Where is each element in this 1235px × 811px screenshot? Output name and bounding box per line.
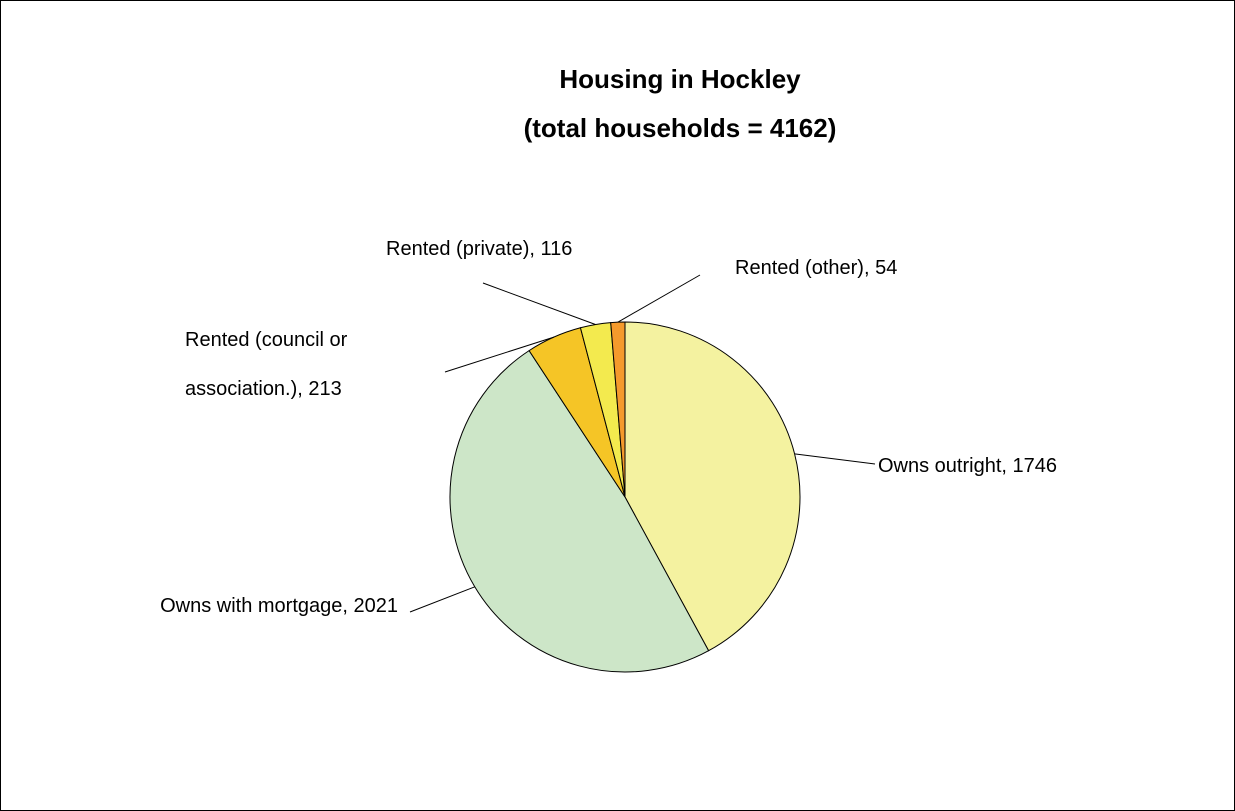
data-label: Rented (other), 54: [735, 257, 898, 279]
pie-slice: [624, 321, 801, 652]
pie-slice: [449, 349, 710, 673]
leader-line: [794, 453, 876, 465]
chart-title: Housing in Hockley: [559, 64, 801, 94]
data-label: Owns outright, 1746: [878, 455, 1057, 477]
leader-line: [444, 336, 555, 373]
data-label: Owns with mortgage, 2021: [160, 595, 398, 617]
leader-line: [617, 274, 701, 323]
data-label: Rented (council or association.), 213: [185, 329, 348, 400]
leader-line: [409, 586, 475, 613]
data-label: Rented (private), 116: [386, 238, 573, 260]
leader-line: [482, 282, 596, 325]
pie-slice: [610, 321, 626, 498]
chart-subtitle: (total households = 4162): [523, 113, 837, 143]
